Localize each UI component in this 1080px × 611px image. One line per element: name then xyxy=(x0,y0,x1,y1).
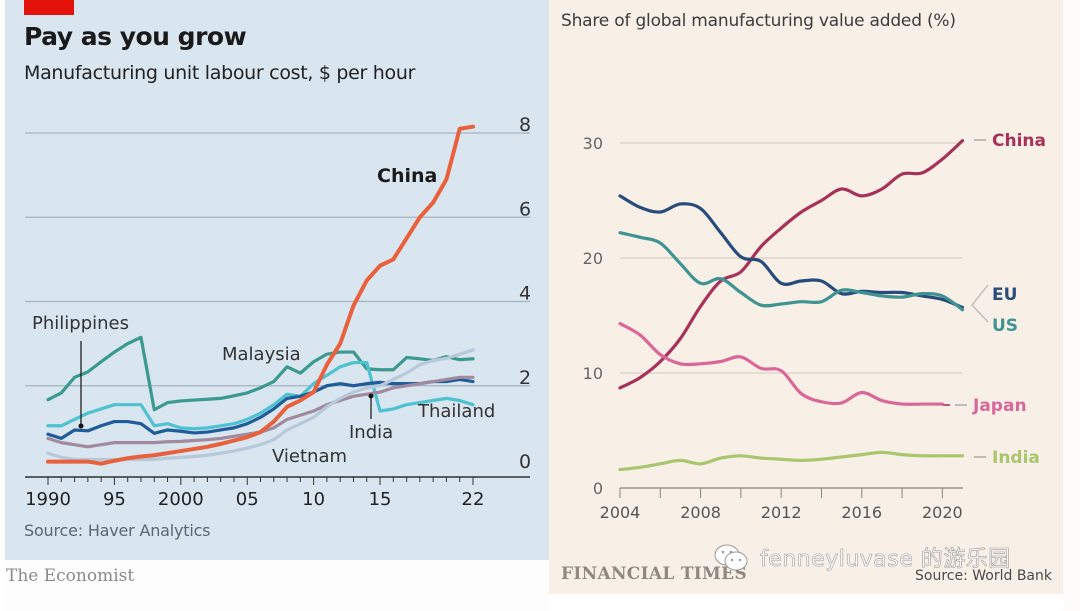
ft-label-us: US xyxy=(992,316,1018,336)
ft-label-india: India xyxy=(992,448,1040,468)
ft-x-tick-label: 2020 xyxy=(922,503,963,522)
econ-series-line-china xyxy=(46,124,475,466)
ft-y-tick-label: 0 xyxy=(593,479,603,498)
economist-red-tag xyxy=(24,0,74,15)
econ-series-line-philippines xyxy=(46,377,475,441)
ft-series-line-china xyxy=(618,139,965,390)
ft-panel xyxy=(549,0,1063,594)
ft-y-tick-label: 20 xyxy=(583,249,603,268)
econ-x-tick-label: 2000 xyxy=(158,489,204,510)
econ-label-philippines: Philippines xyxy=(32,313,129,334)
economist-chart-subtitle: Manufacturing unit labour cost, $ per ho… xyxy=(24,62,416,84)
econ-x-tick-label: 95 xyxy=(103,489,126,510)
ft-label-china: China xyxy=(992,131,1046,151)
econ-y-tick-label: 2 xyxy=(519,367,531,389)
econ-label-malaysia: Malaysia xyxy=(222,344,301,365)
econ-label-vietnam: Vietnam xyxy=(272,446,347,467)
econ-x-tick-label: 05 xyxy=(236,489,259,510)
econ-x-tick-label: 10 xyxy=(302,489,325,510)
econ-y-tick-label: 8 xyxy=(519,114,531,136)
ft-x-tick-label: 2012 xyxy=(761,503,802,522)
economist-source: Source: Haver Analytics xyxy=(24,521,211,540)
econ-series-line-malaysia xyxy=(46,335,475,412)
ft-brand: FINANCIAL TIMES xyxy=(561,564,747,584)
ft-x-tick-label: 2016 xyxy=(841,503,882,522)
economist-panel xyxy=(5,0,549,560)
econ-pointer-dot-philippines xyxy=(78,423,84,429)
econ-x-tick-label: 22 xyxy=(462,489,485,510)
wechat-icon xyxy=(714,544,748,571)
econ-y-tick-label: 6 xyxy=(519,198,531,220)
ft-series-line-india xyxy=(618,450,965,472)
ft-series-line-japan xyxy=(618,321,944,406)
ft-x-tick-label: 2008 xyxy=(680,503,721,522)
ft-series-line-eu xyxy=(618,194,965,310)
economist-footer xyxy=(5,560,549,611)
econ-x-tick-label: 15 xyxy=(369,489,392,510)
econ-x-tick-label: 1990 xyxy=(25,489,71,510)
econ-series-line-thailand xyxy=(46,360,475,431)
economist-brand: The Economist xyxy=(6,566,135,586)
ft-y-tick-label: 30 xyxy=(583,134,603,153)
ft-chart-title: Share of global manufacturing value adde… xyxy=(561,11,956,31)
ft-label-eu: EU xyxy=(992,285,1017,305)
econ-pointer-dot-india xyxy=(368,393,374,399)
economist-chart-title: Pay as you grow xyxy=(24,22,247,51)
ft-label-japan: Japan xyxy=(972,396,1027,416)
ft-x-tick-label: 2004 xyxy=(600,503,641,522)
ft-y-tick-label: 10 xyxy=(583,364,603,383)
watermark-text: fenneyluvase 的游乐园 xyxy=(760,547,1011,573)
ft-eu-us-bracket xyxy=(971,284,989,323)
ft-series-line-us xyxy=(618,231,965,312)
right-margin xyxy=(1063,0,1080,611)
econ-y-tick-label: 4 xyxy=(519,283,531,305)
econ-y-tick-label: 0 xyxy=(519,451,531,473)
econ-label-india: India xyxy=(349,422,393,443)
econ-label-china: China xyxy=(377,165,437,187)
econ-label-thailand: Thailand xyxy=(417,401,495,422)
ft-source: Source: World Bank xyxy=(915,568,1052,584)
